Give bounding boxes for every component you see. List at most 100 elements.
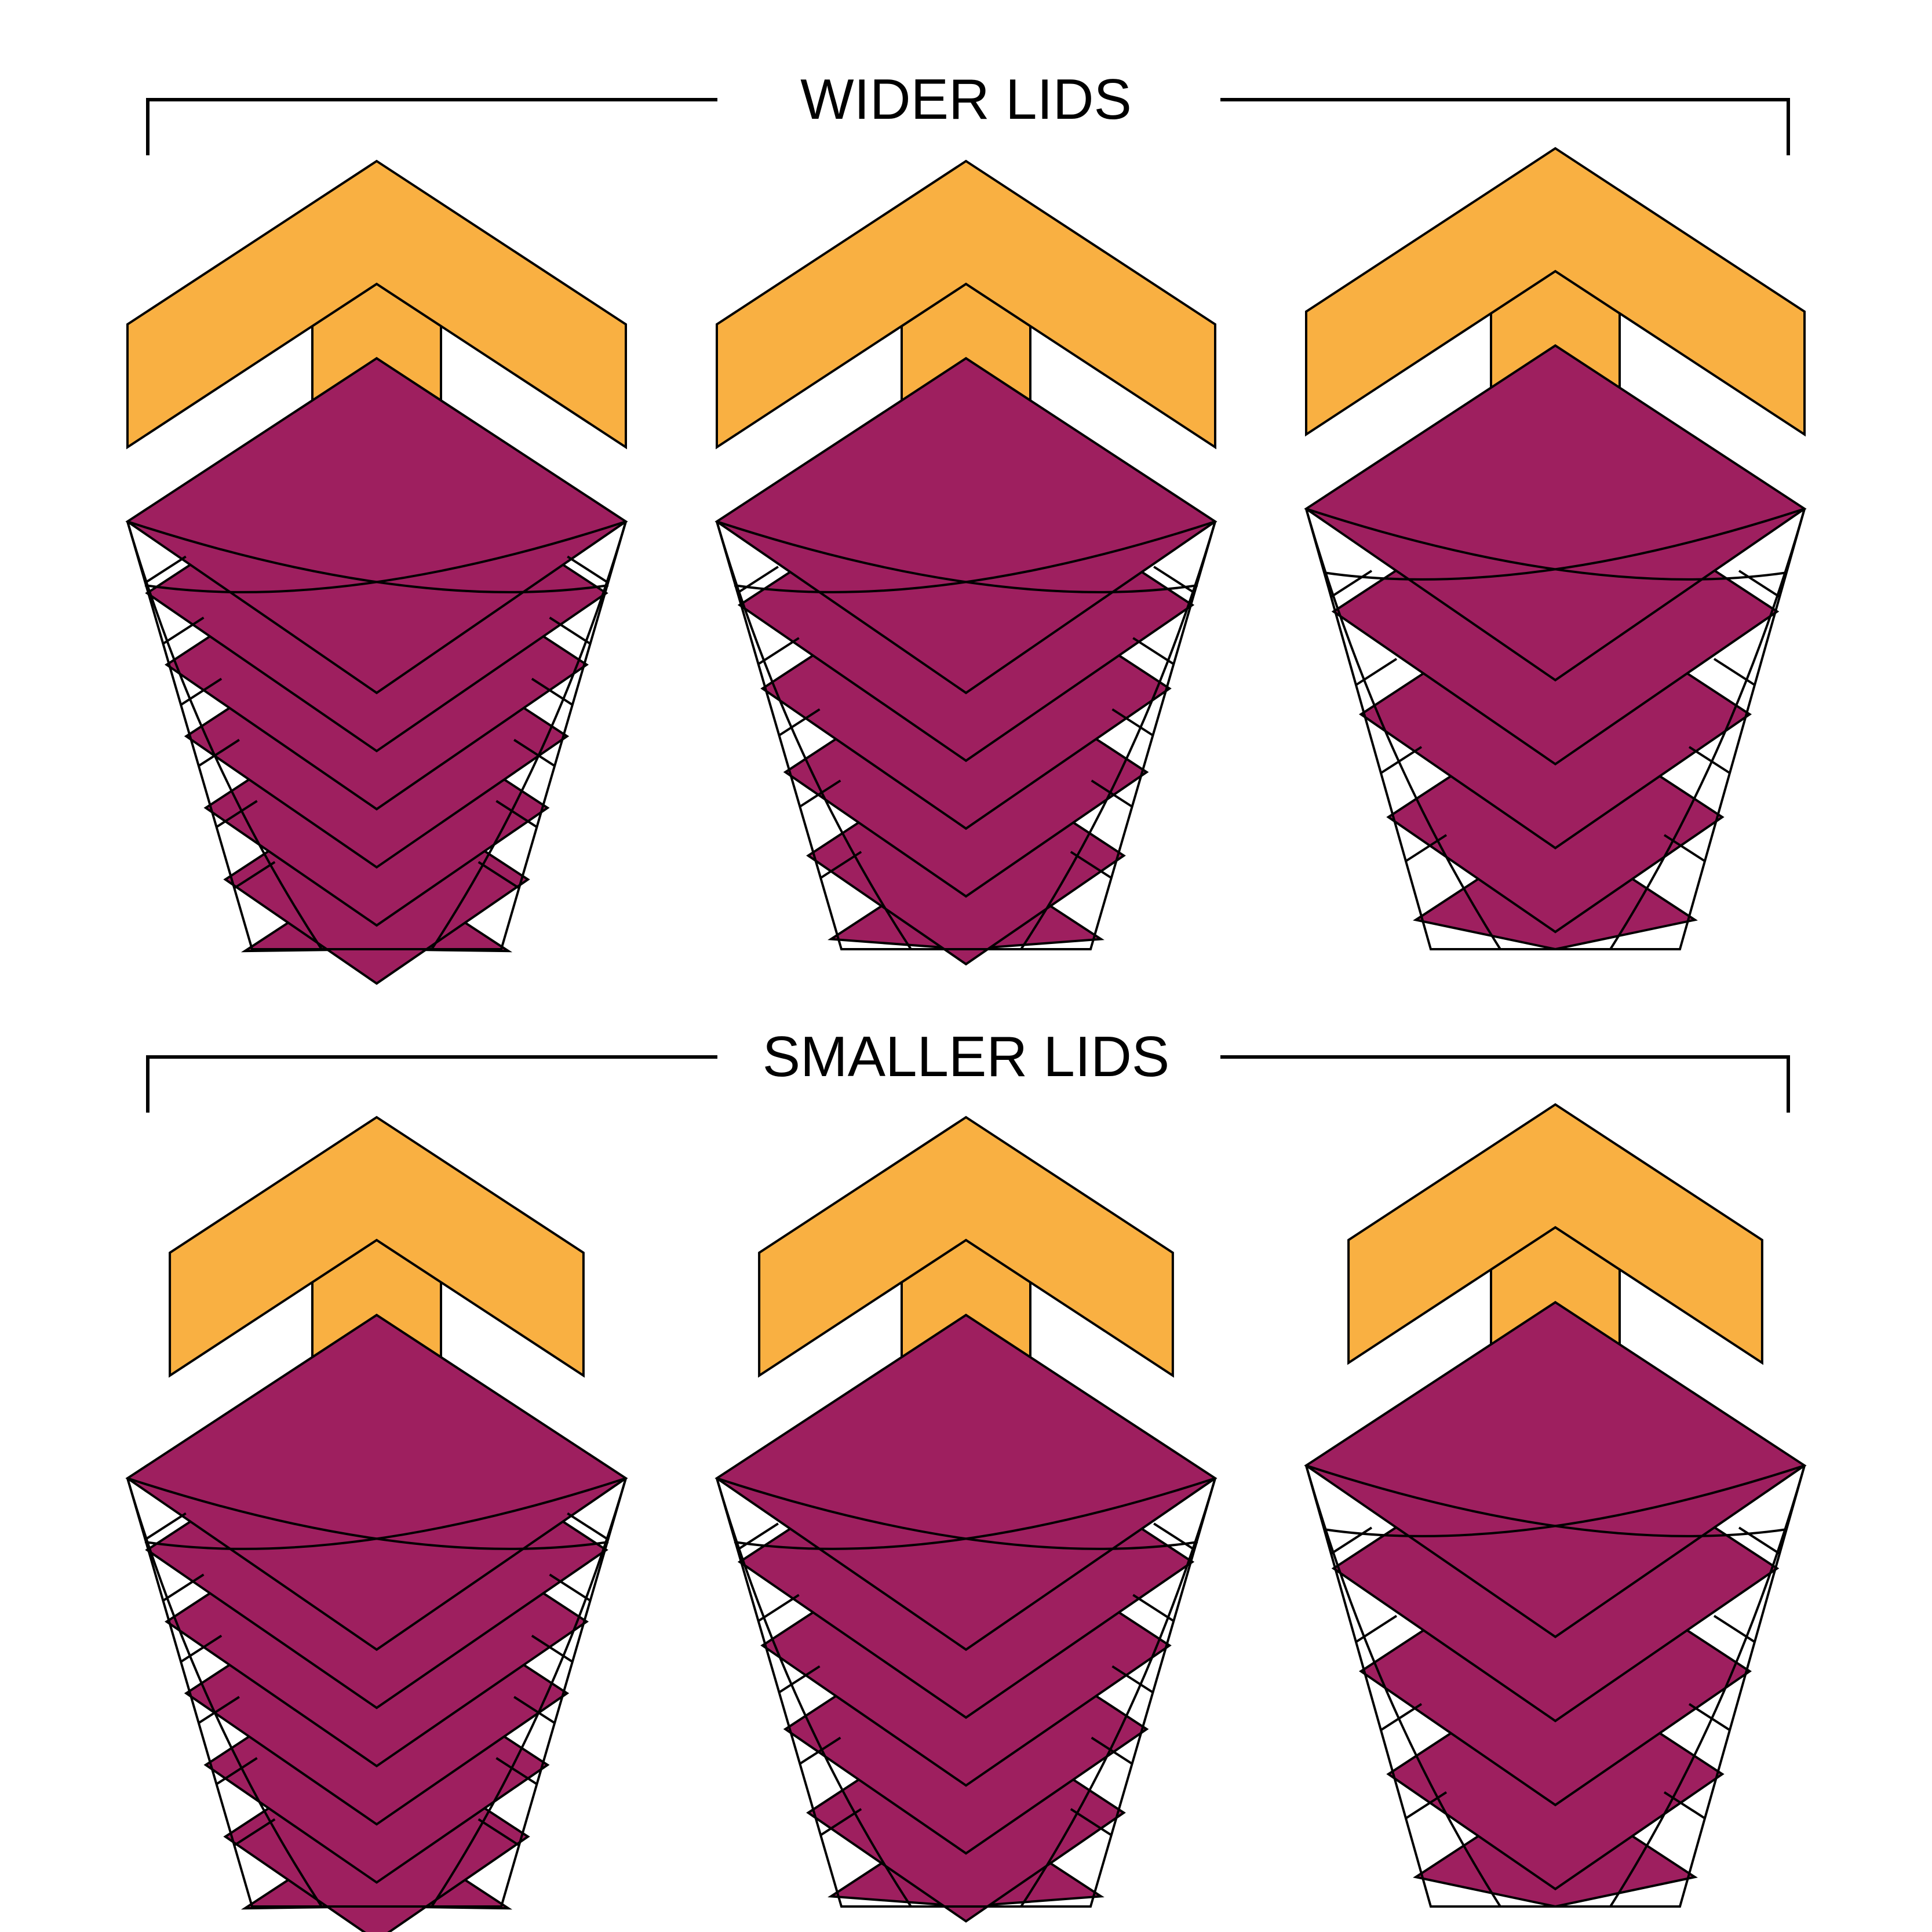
rung-tick <box>1405 834 1448 862</box>
rung-tick <box>1111 708 1154 737</box>
rung-tick <box>757 637 800 665</box>
figure-0-1 <box>715 159 1217 966</box>
rung-tick <box>1738 570 1781 598</box>
rung-tick <box>1153 1522 1195 1551</box>
rung-tick <box>1663 1791 1706 1820</box>
lid <box>716 159 1216 450</box>
rung-tick <box>1091 779 1133 808</box>
figure-0-2 <box>1304 147 1807 951</box>
rung-tick <box>495 1757 538 1785</box>
rung-tick <box>1688 746 1731 774</box>
figure-1-0 <box>125 1116 628 1932</box>
lid <box>169 1116 585 1378</box>
chevron-band <box>1304 344 1807 682</box>
rung-tick <box>1132 1594 1175 1623</box>
smaller-lids-bracket-left <box>146 1055 717 1113</box>
spoke-line <box>127 1477 609 1550</box>
figure-1-1 <box>715 1116 1217 1923</box>
rung-tick <box>531 1635 573 1663</box>
rung-tick <box>513 739 556 767</box>
wider-lids-figures <box>125 147 1807 985</box>
rung-tick <box>144 555 187 584</box>
rung-tick <box>1663 834 1706 862</box>
spoke-line <box>716 521 912 950</box>
rung-tick <box>778 1665 821 1694</box>
rung-tick <box>477 861 520 890</box>
rung-tick <box>549 617 591 645</box>
rung-tick <box>234 861 276 890</box>
chevron-band <box>125 356 628 695</box>
rung-tick <box>737 566 779 594</box>
spoke-line <box>431 521 627 950</box>
lid <box>758 1116 1174 1378</box>
spoke-line <box>1020 1478 1216 1908</box>
wider-lids-bracket-right <box>1220 98 1790 155</box>
spoke-line <box>734 520 1216 593</box>
rung-tick <box>778 708 821 737</box>
rung-tick <box>549 1573 591 1602</box>
spoke-line <box>1609 508 1806 950</box>
spoke-line <box>144 520 626 593</box>
rung-tick <box>1070 1808 1112 1836</box>
spoke-line <box>1305 508 1501 950</box>
rung-tick <box>799 779 841 808</box>
rung-tick <box>1111 1665 1154 1694</box>
figure-1-2 <box>1304 1103 1807 1908</box>
rung-tick <box>757 1594 800 1623</box>
rung-tick <box>1713 658 1756 686</box>
spoke-line <box>1305 1465 1501 1908</box>
spoke-line <box>716 1478 912 1908</box>
chevron-band <box>1304 1300 1807 1639</box>
spoke-line <box>1020 521 1216 950</box>
rung-tick <box>1091 1736 1133 1765</box>
pentagon-outline <box>1305 508 1806 950</box>
figure-0-0 <box>125 159 628 985</box>
rung-tick <box>567 1512 609 1541</box>
rung-tick <box>1132 637 1175 665</box>
rung-tick <box>1070 851 1112 879</box>
rung-tick <box>162 617 205 645</box>
lid <box>1305 147 1806 437</box>
rung-tick <box>144 1512 187 1541</box>
rung-tick <box>1330 570 1373 598</box>
chevron-band <box>715 356 1217 695</box>
spoke-line <box>127 520 609 593</box>
spoke-line <box>1323 1464 1805 1537</box>
spoke-line <box>1609 1465 1806 1908</box>
rung-tick <box>1380 1703 1423 1731</box>
spoke-line <box>431 1478 627 1908</box>
chevron-band <box>715 1313 1217 1652</box>
rung-tick <box>198 1696 240 1724</box>
rung-tick <box>799 1736 841 1765</box>
wider-lids-title: WIDER LIDS <box>800 67 1132 131</box>
rung-tick <box>513 1696 556 1724</box>
rung-tick <box>1738 1526 1781 1555</box>
smaller-lids-title: SMALLER LIDS <box>763 1025 1170 1088</box>
rung-tick <box>737 1522 779 1551</box>
rung-tick <box>820 1808 862 1836</box>
rung-tick <box>1688 1703 1731 1731</box>
rung-tick <box>477 1818 520 1847</box>
chevron-band <box>125 1313 628 1652</box>
smaller-lids-section: SMALLER LIDS <box>125 1025 1807 1932</box>
rung-tick <box>1380 746 1423 774</box>
lid <box>1347 1103 1763 1365</box>
rung-tick <box>180 1635 223 1663</box>
rung-tick <box>180 677 223 706</box>
wider-lids-section: WIDER LIDS <box>125 67 1807 985</box>
spoke-line <box>734 1477 1216 1550</box>
rung-tick <box>1713 1614 1756 1643</box>
spoke-line <box>716 1477 1198 1550</box>
smaller-lids-figures <box>125 1103 1807 1932</box>
rung-tick <box>567 555 609 584</box>
rung-tick <box>495 800 538 828</box>
rung-tick <box>1405 1791 1448 1820</box>
rung-tick <box>1330 1526 1373 1555</box>
wider-lids-bracket-left <box>146 98 717 155</box>
rung-tick <box>198 739 240 767</box>
rung-tick <box>216 800 258 828</box>
pentagon-outline <box>1305 1465 1806 1908</box>
rung-tick <box>531 677 573 706</box>
spoke-line <box>126 521 323 950</box>
